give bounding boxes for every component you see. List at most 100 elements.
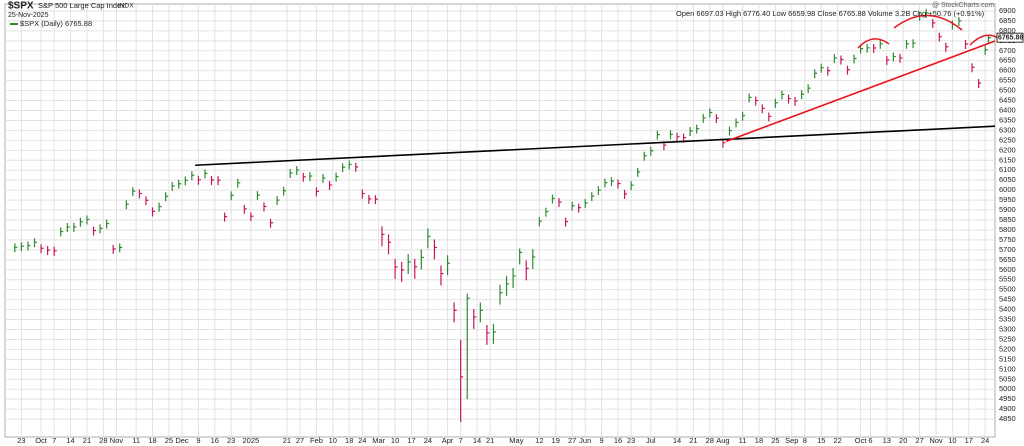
y-tick-label: 6850 [999,16,1016,25]
x-tick-label: Aug [716,436,729,445]
y-tick-label: 6250 [999,135,1016,144]
x-tick-label: Oct [35,436,48,445]
x-tick-label: 11 [132,436,140,445]
x-tick-label: 16 [211,436,219,445]
y-tick-label: 5600 [999,265,1016,274]
x-tick-label: 25 [165,436,173,445]
y-tick-label: 6200 [999,145,1016,154]
last-price-label: 6765.88 [998,35,1023,42]
x-tick-label: Sep [785,436,798,445]
x-tick-label: 16 [614,436,622,445]
y-tick-label: 6800 [999,26,1016,35]
y-tick-label: 6150 [999,155,1016,164]
x-tick-label: Apr [442,436,454,445]
y-tick-label: 6450 [999,96,1016,105]
quote-summary: Open 6697.03 High 6776.40 Low 6659.98 Cl… [676,9,985,18]
y-tick-label: 6600 [999,66,1016,75]
y-tick-label: 4950 [999,394,1016,403]
y-tick-label: 5750 [999,235,1016,244]
x-tick-label: 19 [552,436,560,445]
index-name: S&P 500 Large Cap Index [38,1,125,10]
y-tick-label: 5950 [999,195,1016,204]
y-tick-label: 5200 [999,344,1016,353]
y-tick-label: 4850 [999,414,1016,423]
x-tick-label: 27 [915,436,923,445]
y-tick-label: 4900 [999,404,1016,413]
y-tick-label: 5700 [999,245,1016,254]
y-tick-label: 5650 [999,255,1016,264]
x-tick-label: 20 [899,436,907,445]
y-tick-label: 6400 [999,105,1016,114]
x-tick-label: 11 [739,436,747,445]
x-tick-label: 9 [196,436,200,445]
grid [5,4,995,437]
symbol: $SPX [8,1,34,12]
x-tick-label: Nov [929,436,943,445]
x-tick-label: 24 [981,436,989,445]
legend-label: $SPX (Daily) 6765.88 [20,19,92,28]
x-tick-label: 12 [535,436,543,445]
y-tick-label: 5500 [999,285,1016,294]
x-tick-label: 18 [755,436,763,445]
x-tick-label: 9 [600,436,604,445]
y-tick-label: 6650 [999,56,1016,65]
x-tick-label: 17 [965,436,973,445]
y-tick-label: 6700 [999,46,1016,55]
x-tick-label: 6 [868,436,872,445]
annotations [857,14,999,49]
x-tick-label: 8 [803,436,807,445]
y-tick-label: 6000 [999,185,1016,194]
y-tick-label: 5300 [999,324,1016,333]
labels: 4850490049505000505051005150520052505300… [17,6,1023,445]
date: 25-Nov-2025 [8,12,49,19]
x-tick-label: Nov [110,436,124,445]
y-tick-label: 5550 [999,275,1016,284]
x-tick-label: 18 [345,436,353,445]
x-tick-label: 21 [283,436,291,445]
y-tick-label: 5900 [999,205,1016,214]
x-tick-label: 17 [407,436,415,445]
y-tick-label: 5350 [999,315,1016,324]
x-tick-label: 13 [883,436,891,445]
x-tick-label: 18 [148,436,156,445]
y-tick-label: 5250 [999,334,1016,343]
x-tick-label: 2025 [243,436,260,445]
y-tick-label: 6500 [999,86,1016,95]
x-tick-label: 21 [689,436,697,445]
x-tick-label: Mar [372,436,385,445]
arc-annotation [969,34,999,46]
x-tick-label: 28 [99,436,107,445]
x-tick-label: 27 [568,436,576,445]
x-tick-label: Jul [646,436,656,445]
x-tick-label: 14 [673,436,681,445]
y-tick-label: 6350 [999,115,1016,124]
x-tick-label: 10 [391,436,399,445]
y-tick-label: 5800 [999,225,1016,234]
x-tick-label: 24 [424,436,432,445]
x-tick-label: 23 [627,436,635,445]
watermark: @ StockCharts.com [932,2,995,9]
x-tick-label: 22 [833,436,841,445]
y-tick-label: 5050 [999,374,1016,383]
y-tick-label: 6550 [999,76,1016,85]
y-tick-label: 5850 [999,215,1016,224]
x-tick-label: Feb [310,436,323,445]
arc-annotation [857,38,890,49]
bars [14,8,991,423]
x-tick-label: 21 [83,436,91,445]
y-tick-label: 6050 [999,175,1016,184]
y-tick-label: 5450 [999,295,1016,304]
y-tick-label: 5150 [999,354,1016,363]
y-tick-label: 5400 [999,305,1016,314]
trendline [725,40,996,143]
last-price-box [996,32,1024,43]
trendlines [195,40,996,167]
x-tick-label: 7 [459,436,463,445]
x-tick-label: 10 [948,436,956,445]
arc-annotation [893,14,963,31]
x-tick-label: 25 [771,436,779,445]
x-tick-label: 10 [329,436,337,445]
y-tick-label: 5000 [999,384,1016,393]
x-tick-label: 23 [17,436,25,445]
